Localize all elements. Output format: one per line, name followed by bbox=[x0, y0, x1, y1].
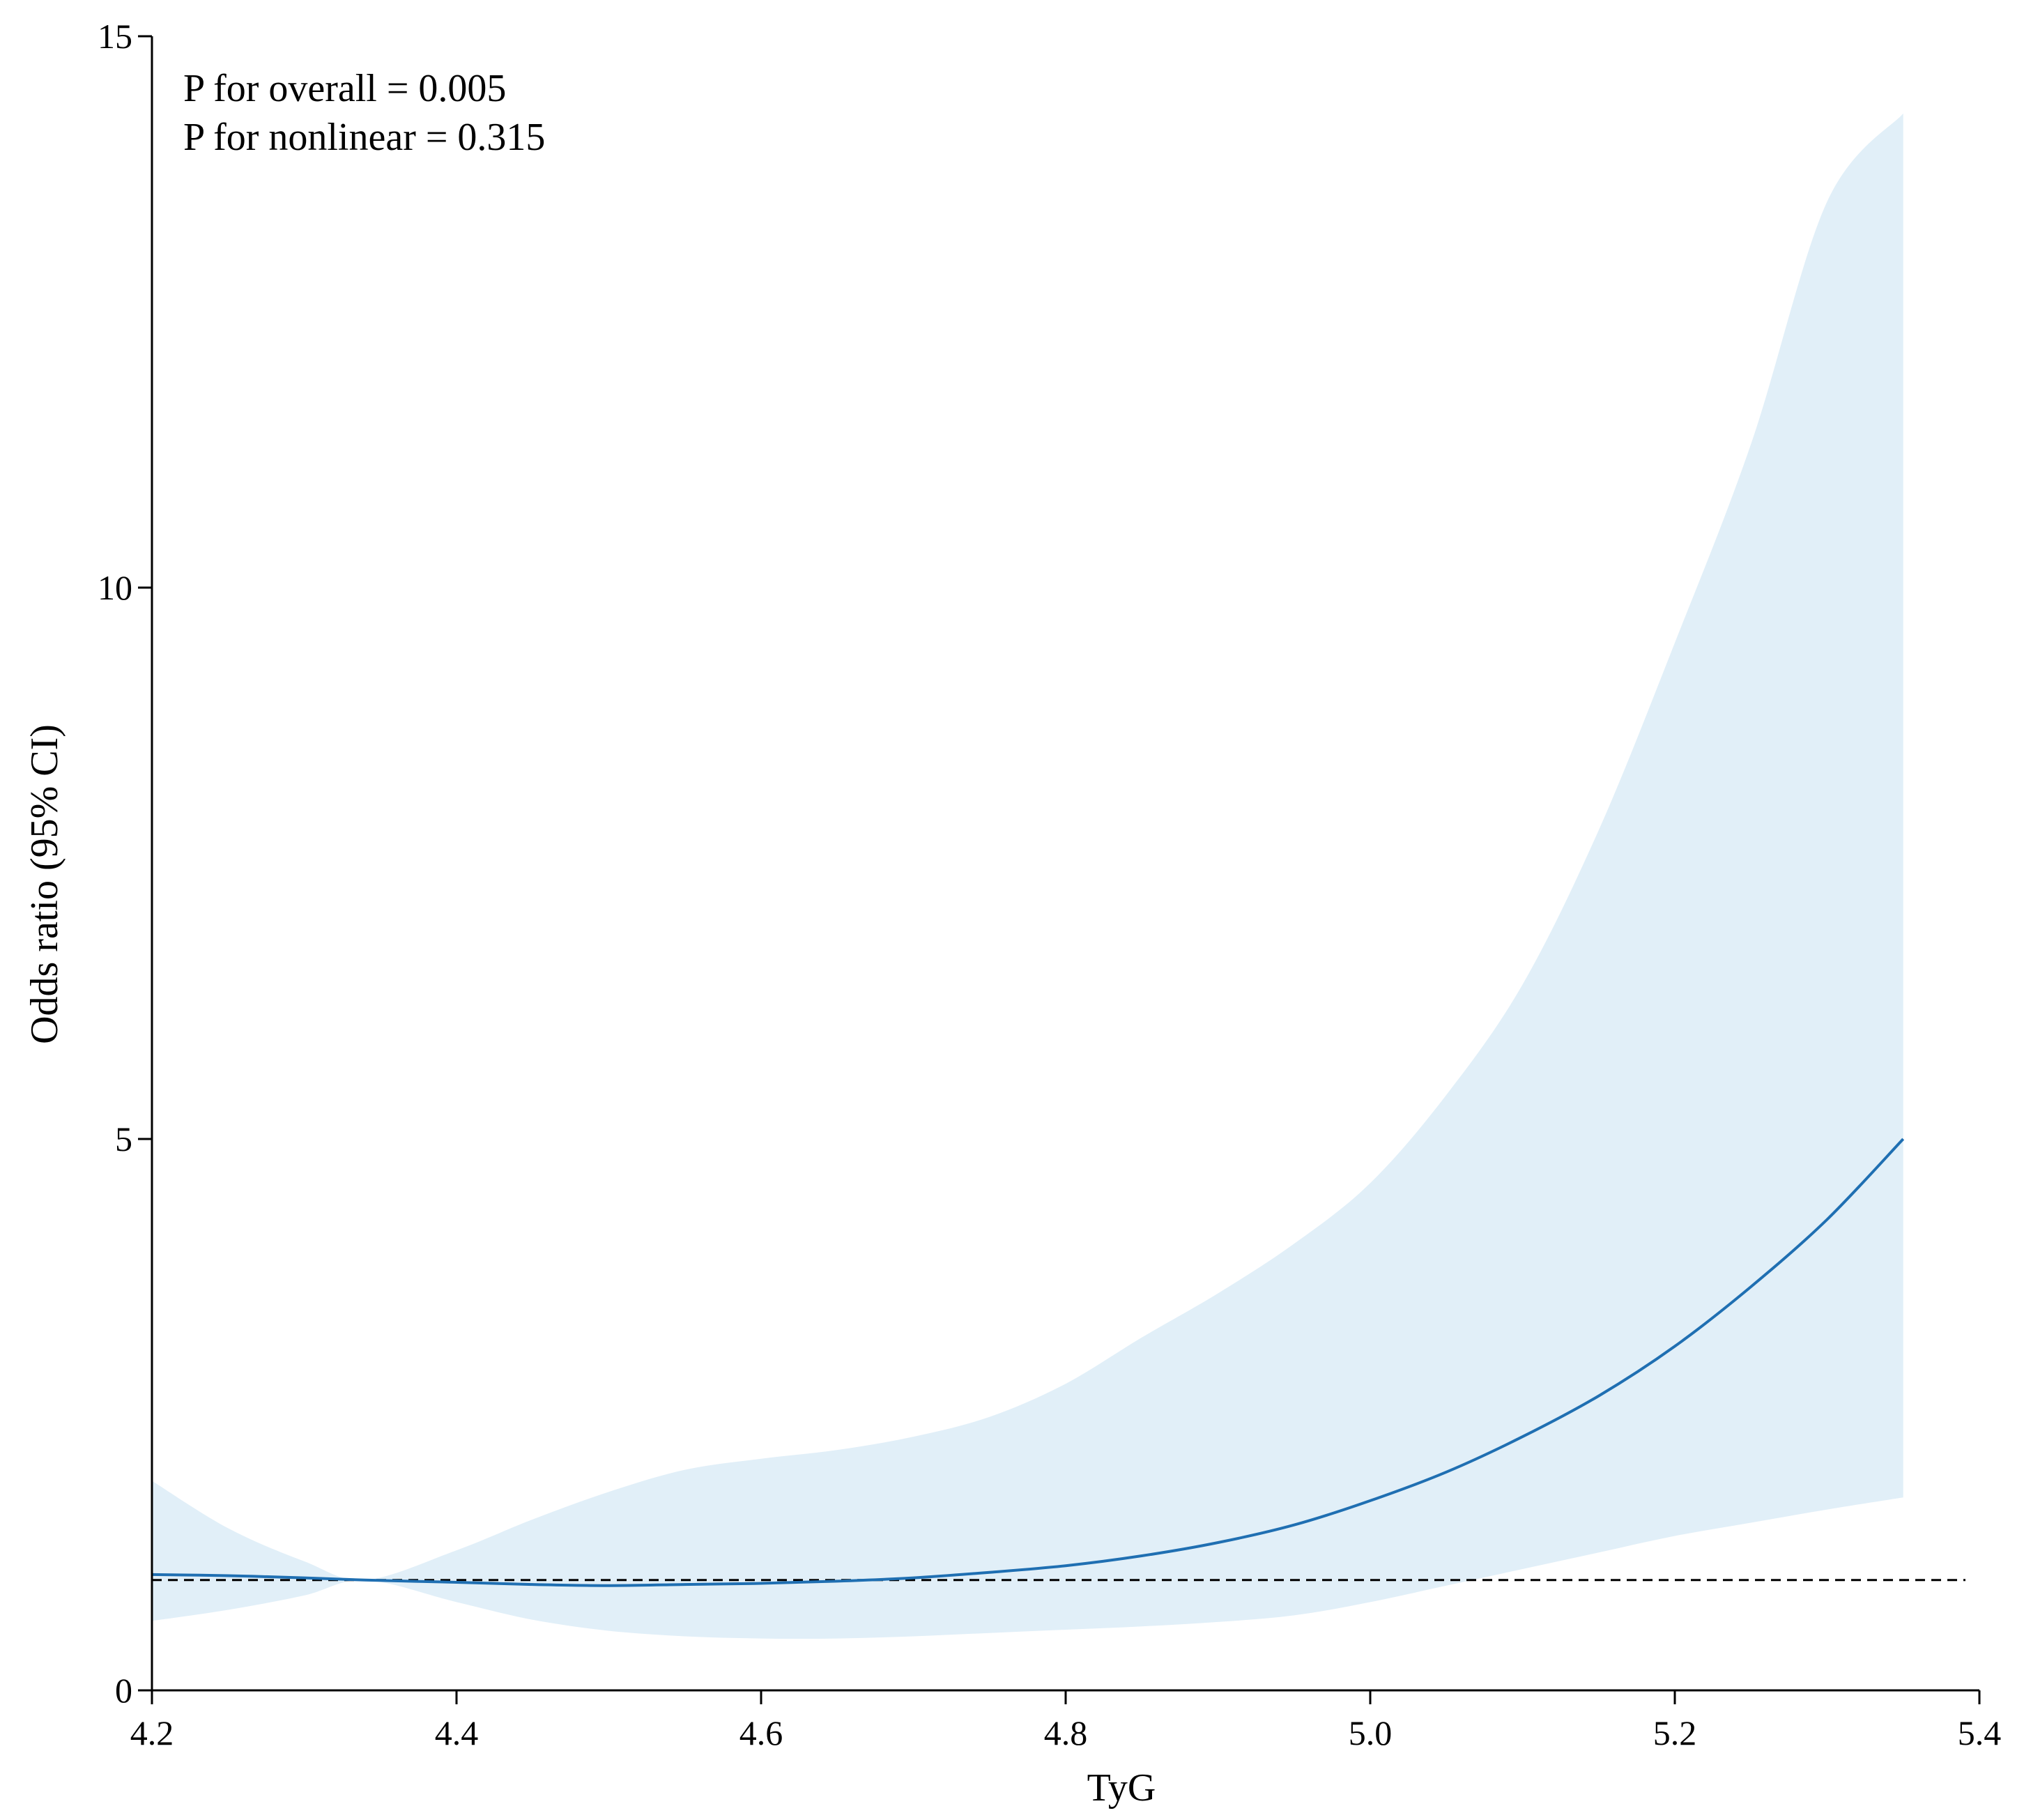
x-tick-label: 5.4 bbox=[1958, 1713, 2002, 1752]
x-tick-label: 4.8 bbox=[1044, 1713, 1088, 1752]
p-value-annotation: P for nonlinear = 0.315 bbox=[183, 116, 545, 159]
p-value-annotation: P for overall = 0.005 bbox=[183, 67, 506, 110]
y-tick-label: 10 bbox=[98, 568, 132, 607]
y-tick-label: 5 bbox=[115, 1119, 132, 1158]
x-tick-label: 4.2 bbox=[130, 1713, 174, 1752]
y-tick-label: 0 bbox=[115, 1671, 132, 1710]
labels-layer: 4.2 4.4 4.6 4.8 5.0 5.2 5.4 0 5 10 15 TyG Odds ratio… bbox=[23, 17, 2001, 1810]
axes-layer bbox=[138, 35, 1981, 1704]
series-line-0 bbox=[151, 1138, 1905, 1587]
x-axis-title: TyG bbox=[1087, 1766, 1156, 1810]
spline-line-layer bbox=[151, 1138, 1905, 1587]
x-tick-label: 5.0 bbox=[1349, 1713, 1393, 1752]
x-tick-label: 4.6 bbox=[739, 1713, 783, 1752]
y-tick-label: 15 bbox=[98, 17, 132, 56]
x-tick-label: 5.2 bbox=[1653, 1713, 1697, 1752]
ci-band bbox=[152, 113, 1903, 1639]
x-tick-label: 4.4 bbox=[435, 1713, 479, 1752]
ci-band-layer bbox=[152, 113, 1903, 1639]
y-axis-title: Odds ratio (95% CI) bbox=[23, 724, 66, 1044]
